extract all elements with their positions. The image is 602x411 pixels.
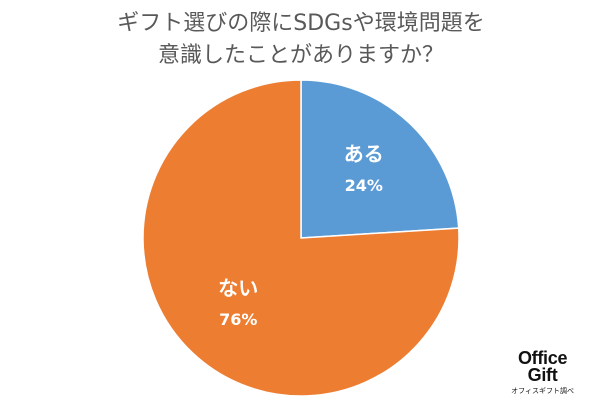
pie-slice-2-label: ない [218,276,258,300]
pie-slice-1 [300,79,460,239]
pie-slice-2 [142,79,460,397]
pie-slices [142,79,460,397]
pie-slice-1-label: ある [344,142,384,166]
chart-title-line-2: 意識したことがありますか？ [157,43,444,68]
pie-labels: ある 24% ない 76% [218,142,383,329]
logo-line-1: Office [517,348,568,368]
office-gift-logo: Office Gift オフィスギフト調べ [511,348,574,397]
chart-title: ギフト選びの際にSDGsや環境問題を 意識したことがありますか？ [0,8,602,72]
logo-line-2: Gift [527,365,558,385]
pie-slice-1-value: 24% [345,176,383,195]
logo-tagline: オフィスギフト調べ [511,388,574,395]
pie-slice-2-value: 76% [219,310,257,329]
chart-title-line-1: ギフト選びの際にSDGsや環境問題を [117,11,485,36]
